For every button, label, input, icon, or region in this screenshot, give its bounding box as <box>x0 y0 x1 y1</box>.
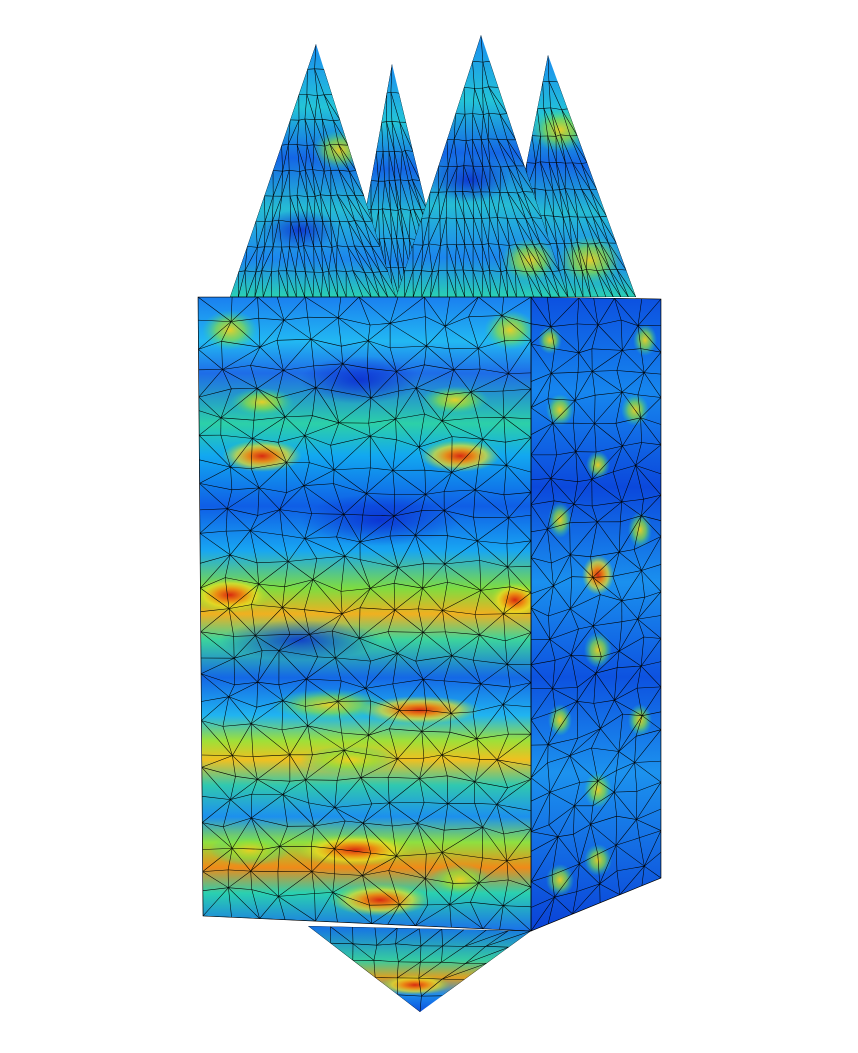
pyramid-bottom <box>308 926 531 1012</box>
box-right-face <box>530 296 662 932</box>
box-front-face <box>197 296 532 932</box>
cone-top-center <box>396 35 568 297</box>
cone-top-left <box>230 44 396 297</box>
